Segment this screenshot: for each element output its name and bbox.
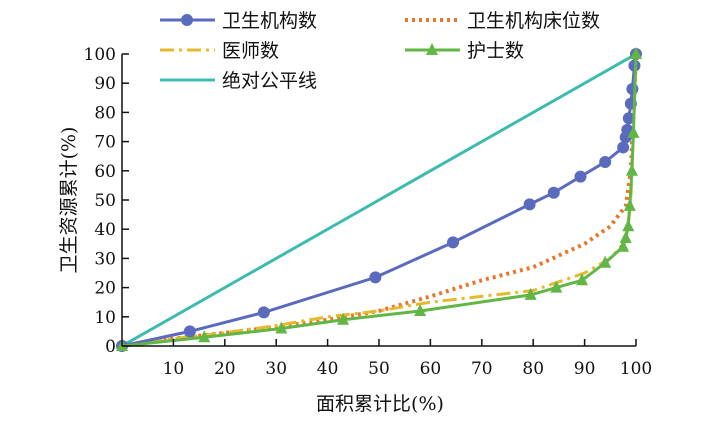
triangle-marker: [576, 273, 589, 286]
y-tick-label: 60: [94, 162, 116, 182]
y-tick-label: 10: [94, 308, 116, 328]
triangle-marker: [625, 163, 638, 176]
x-tick-label: 10: [163, 359, 185, 379]
legend-label: 卫生机构数: [222, 10, 317, 32]
circle-marker: [257, 306, 270, 319]
triangle-marker: [426, 43, 438, 55]
y-tick-label: 50: [94, 191, 116, 211]
legend-label: 卫生机构床位数: [467, 10, 600, 32]
y-tick-label: 100: [84, 45, 116, 65]
y-tick-label: 80: [94, 103, 116, 123]
circle-marker: [617, 141, 630, 154]
legend-label: 绝对公平线: [222, 70, 317, 92]
circle-marker: [181, 14, 193, 26]
triangle-marker: [630, 47, 642, 59]
circle-marker: [183, 325, 196, 338]
triangle-marker: [550, 280, 563, 293]
triangle-marker: [627, 125, 640, 138]
series-line-4: [121, 52, 637, 348]
circle-marker: [523, 198, 536, 211]
triangle-marker: [275, 321, 288, 334]
circle-marker: [447, 236, 460, 249]
circle-marker: [622, 112, 635, 125]
y-tick-label: 0: [105, 337, 116, 357]
x-tick-label: 20: [214, 359, 236, 379]
x-tick-label: 70: [471, 359, 493, 379]
circle-marker: [369, 271, 382, 284]
x-tick-label: 100: [620, 359, 652, 379]
triangle-marker: [619, 230, 632, 243]
x-tick-label: 80: [522, 359, 544, 379]
circle-marker: [574, 170, 587, 183]
y-axis-label: 卫生资源累计(%): [58, 127, 80, 274]
triangle-marker: [524, 287, 537, 300]
y-tick-label: 20: [94, 279, 116, 299]
triangle-marker: [414, 303, 427, 316]
triangle-marker: [622, 219, 635, 232]
legend-label: 护士数: [467, 40, 524, 62]
triangle-marker: [198, 330, 211, 343]
x-tick-label: 90: [574, 359, 596, 379]
triangle-marker: [337, 312, 350, 325]
circle-marker: [547, 186, 560, 199]
x-axis-label: 面积累计比(%): [316, 393, 444, 415]
triangle-marker: [617, 239, 630, 252]
y-tick-label: 70: [94, 133, 116, 153]
triangle-marker: [623, 198, 636, 211]
x-tick-label: 30: [265, 359, 287, 379]
circle-marker: [599, 156, 612, 169]
legend-label: 医师数: [222, 40, 279, 62]
y-tick-label: 90: [94, 74, 116, 94]
y-tick-label: 30: [94, 249, 116, 269]
x-tick-label: 50: [368, 359, 390, 379]
series-line-3: [121, 53, 638, 348]
circle-marker: [626, 83, 639, 96]
x-tick-label: 40: [317, 359, 339, 379]
triangle-marker: [599, 255, 612, 268]
y-tick-label: 40: [94, 220, 116, 240]
x-tick-label: 60: [420, 359, 442, 379]
